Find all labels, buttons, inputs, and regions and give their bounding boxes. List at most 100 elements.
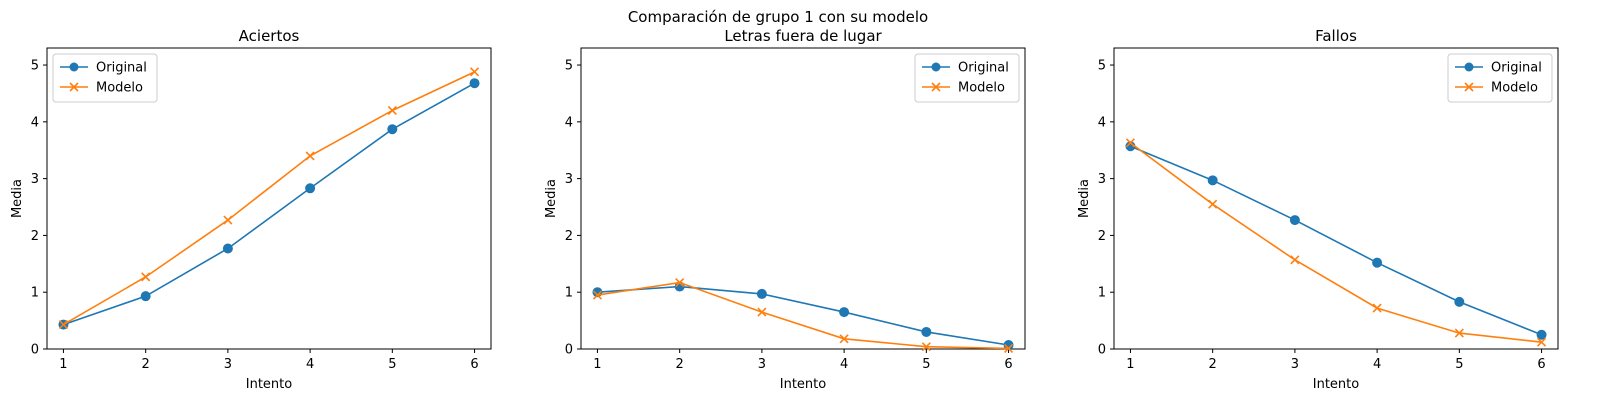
- x-tick-label: 2: [676, 357, 684, 372]
- subplot-title: Aciertos: [239, 27, 300, 45]
- data-point: [1372, 303, 1382, 313]
- y-tick-label: 2: [1098, 229, 1106, 244]
- x-tick-label: 6: [1537, 357, 1545, 372]
- x-tick-label: 5: [388, 357, 396, 372]
- legend-label: Modelo: [96, 81, 143, 96]
- data-point: [1536, 329, 1547, 340]
- data-point: [1454, 296, 1465, 307]
- x-tick-label: 4: [1373, 357, 1381, 372]
- y-tick-label: 0: [565, 343, 573, 358]
- data-point: [1290, 255, 1300, 265]
- legend: Original Modelo: [52, 53, 158, 103]
- data-point: [469, 78, 480, 89]
- data-point: [140, 291, 151, 302]
- legend-marker: [1464, 62, 1474, 72]
- x-tick-label: 3: [1291, 357, 1299, 372]
- data-point: [305, 183, 316, 194]
- data-point: [1125, 138, 1136, 148]
- data-point: [1536, 337, 1547, 347]
- y-axis-label: Media: [10, 179, 25, 218]
- series-line: [597, 281, 1009, 350]
- y-tick-label: 5: [565, 59, 573, 74]
- subplot-3: Fallos 1 2 3 4 5 6 0 1 2 3 4 5 Intento Media Original Mo…: [1077, 27, 1559, 392]
- y-tick-label: 5: [1098, 59, 1106, 74]
- data-point: [921, 342, 931, 352]
- x-tick-label: 1: [1126, 357, 1134, 372]
- y-tick-label: 3: [1098, 172, 1106, 187]
- x-axis-label: Intento: [1313, 377, 1360, 392]
- subplot-title: Letras fuera de lugar: [724, 27, 882, 45]
- legend-box: [914, 53, 1020, 103]
- y-axis-label: Media: [1077, 179, 1092, 218]
- legend-label: Original: [1491, 61, 1542, 76]
- y-tick-label: 4: [1098, 115, 1106, 130]
- data-point: [222, 243, 233, 254]
- data-point: [1454, 328, 1464, 338]
- data-point: [1207, 175, 1218, 186]
- data-point: [921, 326, 932, 337]
- y-tick-label: 1: [565, 286, 573, 301]
- legend-marker: [931, 82, 941, 92]
- data-point: [1289, 215, 1300, 226]
- legend-marker: [1464, 82, 1474, 92]
- data-point: [469, 67, 480, 77]
- legend-label: Modelo: [958, 81, 1005, 96]
- series-modelo: [58, 67, 480, 330]
- y-tick-label: 3: [31, 172, 39, 187]
- legend: Original Modelo: [1447, 53, 1553, 103]
- axes-frame: [580, 47, 1026, 350]
- x-axis-label: Intento: [246, 377, 293, 392]
- legend-box: [1447, 53, 1553, 103]
- x-tick-label: 2: [142, 357, 150, 372]
- data-point: [387, 105, 397, 116]
- subplot-1: Aciertos 1 2 3 4 5 6 0 1 2 3 4 5 Intento Media Original…: [10, 27, 492, 392]
- y-tick-label: 1: [31, 286, 39, 301]
- legend-box: [52, 53, 158, 103]
- data-point: [675, 277, 685, 288]
- data-point: [839, 307, 850, 318]
- figure-suptitle: Comparación de grupo 1 con su modelo: [628, 8, 928, 26]
- series-line: [597, 285, 1009, 346]
- x-tick-label: 6: [470, 357, 478, 372]
- x-axis-label: Intento: [780, 377, 827, 392]
- legend-marker: [69, 62, 79, 72]
- data-point: [58, 320, 69, 330]
- x-tick-label: 4: [306, 357, 314, 372]
- series-original: [1125, 141, 1547, 340]
- series-line: [63, 71, 475, 326]
- x-tick-label: 1: [593, 357, 601, 372]
- legend-label: Original: [96, 61, 147, 76]
- series-modelo: [1125, 138, 1547, 347]
- data-point: [1003, 343, 1014, 353]
- y-tick-label: 0: [31, 343, 39, 358]
- x-tick-label: 3: [758, 357, 766, 372]
- axes-frame: [46, 47, 492, 350]
- x-tick-label: 3: [224, 357, 232, 372]
- series-original: [58, 78, 480, 330]
- subplot-title: Fallos: [1315, 27, 1357, 45]
- subplot-2: Letras fuera de lugar 1 2 3 4 5 6 0 1 2 3 4 5 Intento…: [544, 27, 1026, 392]
- y-tick-label: 1: [1098, 286, 1106, 301]
- data-point: [387, 124, 398, 135]
- axes-frame: [1113, 47, 1559, 350]
- data-point: [1208, 199, 1218, 209]
- y-tick-label: 2: [31, 229, 39, 244]
- x-tick-label: 2: [1209, 357, 1217, 372]
- y-tick-label: 5: [31, 59, 39, 74]
- data-point: [141, 272, 151, 282]
- y-tick-label: 3: [565, 172, 573, 187]
- y-tick-label: 4: [565, 115, 573, 130]
- series-line: [63, 82, 475, 326]
- data-point: [757, 307, 767, 317]
- legend-marker: [69, 82, 79, 92]
- series-line: [1129, 142, 1542, 343]
- data-point: [1372, 257, 1383, 268]
- data-point: [305, 151, 315, 161]
- legend-label: Original: [958, 61, 1009, 76]
- data-point: [839, 334, 849, 344]
- series-line: [1130, 145, 1542, 336]
- data-point: [756, 288, 767, 299]
- y-tick-label: 4: [31, 115, 39, 130]
